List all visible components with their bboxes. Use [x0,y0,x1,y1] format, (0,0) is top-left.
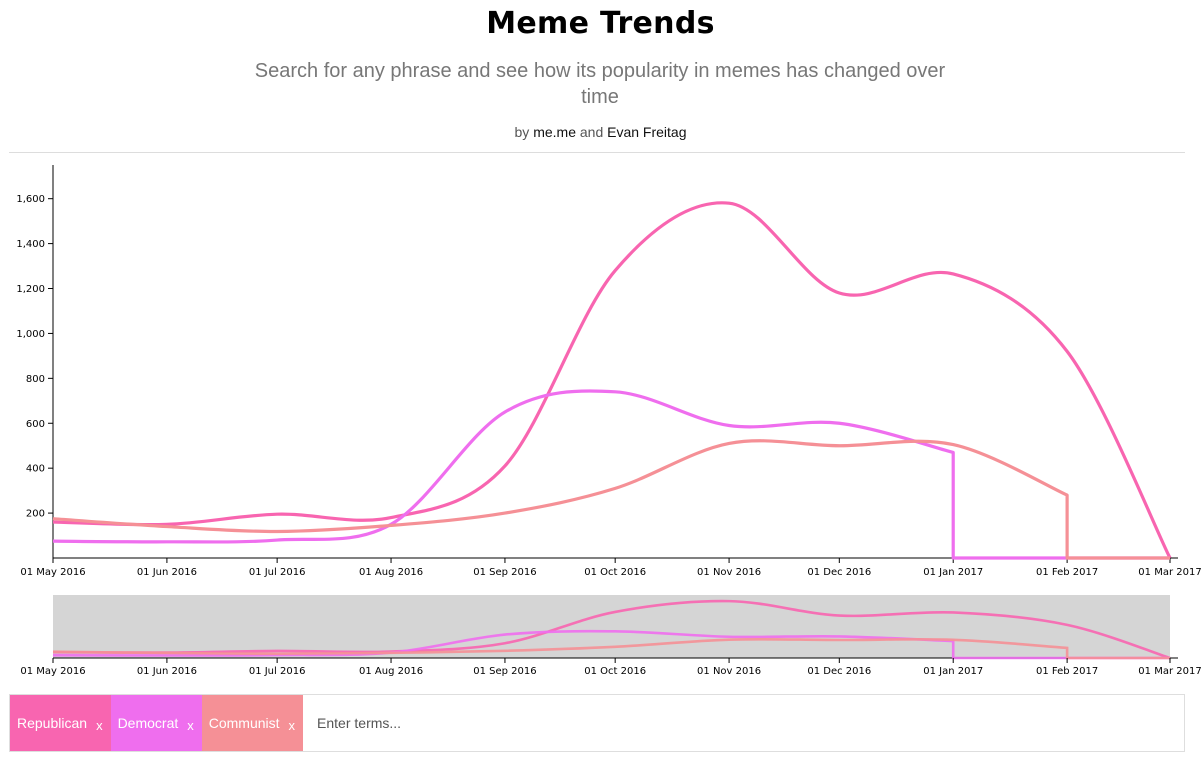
series-line-democrat [52,389,1170,560]
header-divider [9,152,1185,153]
search-input[interactable] [303,695,1184,751]
brush-x-tick-label: 01 Feb 2017 [1036,666,1098,677]
author-link-meme[interactable]: me.me [533,124,576,140]
y-tick-label: 600 [26,419,45,430]
brush-x-tick-label: 01 Jul 2016 [249,666,306,677]
main-x-tick-label: 01 Jun 2016 [137,567,197,578]
brush-x-tick-label: 01 Nov 2016 [697,666,761,677]
byline-and: and [579,124,604,140]
search-tag-democrat[interactable]: Democrat x [110,695,202,751]
y-tick-label: 200 [26,509,45,520]
trend-chart: 200 400 600 800 1,000 1,200 1,400 1,600 01 May 2… [16,165,1201,677]
series-line-republican [52,201,1172,559]
byline: by me.me and Evan Freitag [0,124,1201,140]
brush-line-republican [52,599,1171,660]
remove-tag-button[interactable]: x [288,717,296,733]
main-x-tick-label: 01 Jul 2016 [249,567,306,578]
y-tick-label: 1,600 [16,194,45,205]
search-tags: Republican x Democrat x Communist x [10,695,304,751]
y-tick-label: 1,000 [16,329,45,340]
main-x-tick-label: 01 Mar 2017 [1138,567,1201,578]
search-tag-republican[interactable]: Republican x [10,695,111,751]
brush-x-tick-label: 01 Jan 2017 [923,666,983,677]
y-tick-label: 800 [26,374,45,385]
main-x-tick-label: 01 Aug 2016 [359,567,423,578]
brush-x-tick-label: 01 Mar 2017 [1138,666,1201,677]
page-subtitle: Search for any phrase and see how its po… [254,60,946,108]
brush-x-tick-label: 01 Dec 2016 [807,666,871,677]
brush-x-tick-label: 01 Oct 2016 [584,666,646,677]
search-tag-label: Communist [208,715,280,731]
author-link-evan[interactable]: Evan Freitag [607,124,687,140]
series-line-communist [52,439,1170,560]
brush-line-communist [52,637,1170,660]
brush-x-tick-label: 01 Aug 2016 [359,666,423,677]
search-bar: Republican x Democrat x Communist x [9,694,1185,752]
main-x-tick-label: 01 May 2016 [20,567,85,578]
remove-tag-button[interactable]: x [96,717,103,733]
main-x-tick-label: 01 Jan 2017 [923,567,983,578]
main-x-tick-label: 01 Oct 2016 [584,567,646,578]
y-tick-label: 1,200 [16,284,45,295]
brush-x-tick-label: 01 Sep 2016 [473,666,536,677]
page-title: Meme Trends [486,6,715,41]
search-tag-label: Republican [17,715,88,731]
y-tick-label: 1,400 [16,239,45,250]
remove-tag-button[interactable]: x [187,717,194,733]
brush-x-tick-label: 01 May 2016 [20,666,85,677]
main-x-tick-label: 01 Feb 2017 [1036,567,1098,578]
search-tag-communist[interactable]: Communist x [201,695,304,751]
byline-prefix: by [514,124,530,140]
main-x-tick-label: 01 Sep 2016 [473,567,536,578]
main-x-tick-label: 01 Nov 2016 [697,567,761,578]
main-x-tick-label: 01 Dec 2016 [807,567,871,578]
brush-selection[interactable] [53,595,1170,658]
y-tick-label: 400 [26,464,45,475]
brush-x-tick-label: 01 Jun 2016 [137,666,197,677]
search-tag-label: Democrat [117,715,179,731]
